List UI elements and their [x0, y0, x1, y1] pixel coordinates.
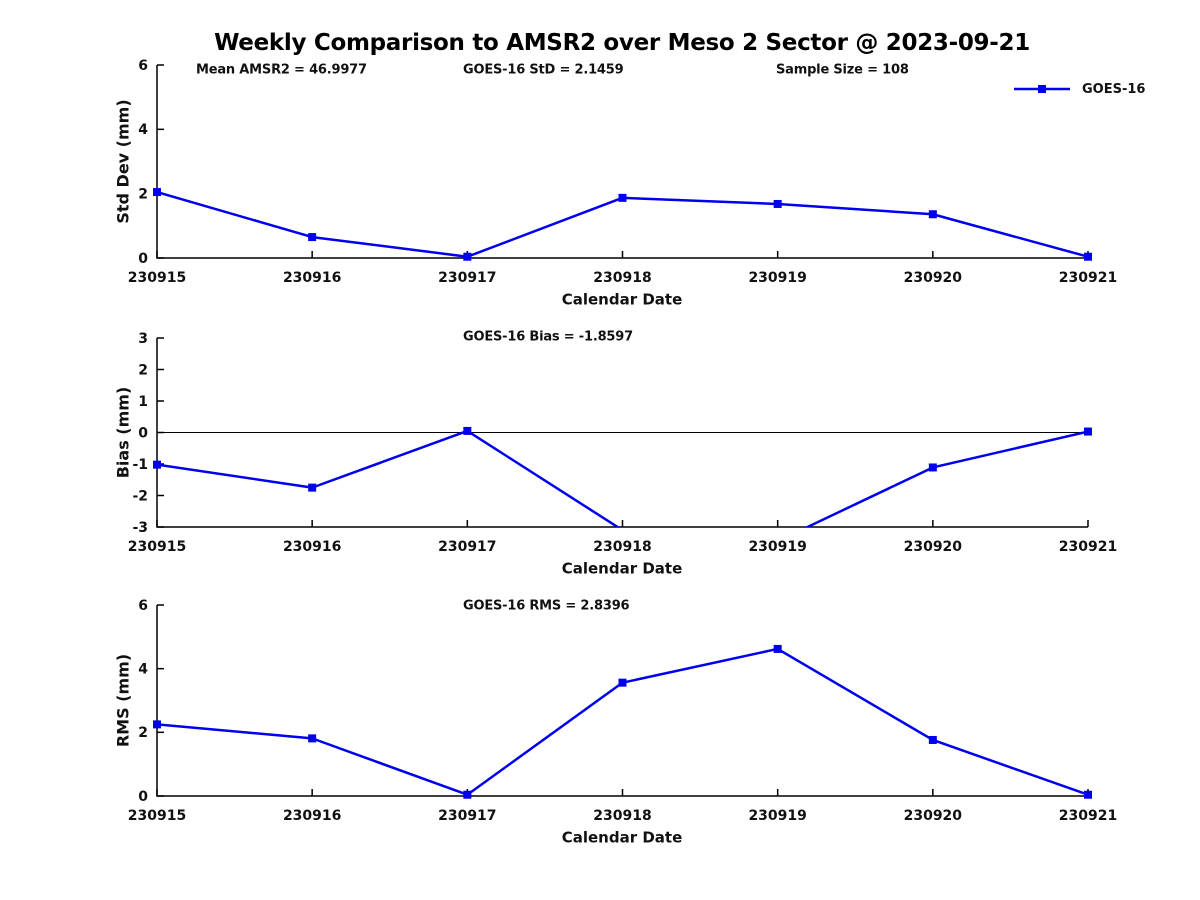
panel-annotation: GOES-16 Bias = -1.8597 — [463, 330, 633, 345]
y-tick-label: 4 — [138, 662, 148, 678]
y-tick-label: -2 — [132, 488, 148, 504]
x-axis-label: Calendar Date — [562, 559, 683, 577]
x-tick-label: 230915 — [128, 808, 186, 824]
x-tick-label: 230920 — [904, 539, 963, 555]
legend: GOES-16 — [1012, 80, 1145, 98]
x-tick-label: 230916 — [283, 539, 341, 555]
data-point-marker — [308, 734, 317, 743]
y-tick-label: 3 — [138, 331, 148, 347]
x-tick-label: 230918 — [593, 539, 651, 555]
subplot-std-dev: 0 2 4 6 230915 230916 230917 230918 230919 230920… — [114, 58, 1118, 308]
x-tick-label: 230916 — [283, 808, 341, 824]
subplot-rms: 0 2 4 6 230915 230916 230917 230918 230919 230920… — [114, 598, 1118, 846]
x-tick-label: 230918 — [593, 270, 651, 286]
panel-annotation: GOES-16 StD = 2.1459 — [463, 63, 624, 78]
x-tick-label: 230917 — [438, 539, 496, 555]
y-tick-label: 6 — [138, 58, 148, 74]
y-tick-label: 4 — [138, 122, 148, 138]
legend-label: GOES-16 — [1082, 81, 1146, 97]
x-tick-label: 230919 — [748, 270, 806, 286]
y-axis-label: RMS (mm) — [114, 654, 133, 747]
y-tick-label: 6 — [138, 598, 148, 614]
panel-annotation: GOES-16 RMS = 2.8396 — [463, 599, 630, 614]
y-axis-label: Std Dev (mm) — [114, 99, 133, 223]
data-point-marker — [1084, 790, 1092, 799]
data-point-marker — [463, 426, 472, 435]
axes-frame — [156, 605, 1088, 797]
data-point-marker — [1084, 427, 1092, 436]
panel-annotation: Sample Size = 108 — [776, 63, 909, 78]
x-tick-label: 230917 — [438, 808, 496, 824]
data-point-marker — [618, 193, 627, 202]
y-tick-label: 0 — [138, 425, 148, 441]
y-tick-label: 2 — [138, 725, 148, 741]
axes-frame — [156, 65, 1088, 259]
subplot-bias: -3 -2 -1 0 1 2 3 230915 230916 230917 230918 230919… — [114, 330, 1118, 578]
data-point-marker — [928, 463, 937, 472]
x-tick-label: 230916 — [283, 270, 341, 286]
legend-series-marker — [1038, 85, 1046, 93]
data-point-marker — [463, 252, 472, 261]
data-point-marker — [928, 210, 937, 219]
x-axis-label: Calendar Date — [562, 290, 683, 308]
x-axis-label: Calendar Date — [562, 828, 683, 846]
x-tick-label: 230917 — [438, 270, 496, 286]
data-point-marker — [308, 483, 317, 492]
y-tick-label: 0 — [138, 251, 148, 267]
data-point-marker — [308, 233, 317, 242]
x-tick-label: 230915 — [128, 270, 186, 286]
figure-title: Weekly Comparison to AMSR2 over Meso 2 S… — [214, 30, 1030, 56]
data-point-marker — [618, 678, 627, 687]
data-point-marker — [463, 790, 472, 799]
x-tick-label: 230920 — [904, 808, 963, 824]
y-tick-label: -1 — [132, 457, 148, 473]
data-point-marker — [153, 188, 161, 197]
x-tick-label: 230915 — [128, 539, 186, 555]
data-point-marker — [773, 199, 782, 208]
panel-annotation: Mean AMSR2 = 46.9977 — [196, 63, 367, 78]
x-tick-label: 230921 — [1059, 808, 1117, 824]
y-tick-label: -3 — [132, 520, 148, 536]
x-tick-label: 230921 — [1059, 539, 1117, 555]
y-tick-label: 2 — [138, 362, 148, 378]
data-point-marker — [773, 644, 782, 653]
data-point-marker — [153, 460, 161, 469]
y-tick-label: 2 — [138, 187, 148, 203]
x-tick-label: 230921 — [1059, 270, 1117, 286]
y-axis-label: Bias (mm) — [114, 387, 133, 479]
y-tick-label: 1 — [138, 394, 148, 410]
x-tick-label: 230918 — [593, 808, 651, 824]
y-tick-label: 0 — [138, 789, 148, 805]
data-point-marker — [153, 720, 161, 729]
x-tick-label: 230919 — [748, 539, 806, 555]
x-tick-label: 230919 — [748, 808, 806, 824]
data-line — [157, 647, 1088, 796]
data-point-marker — [1084, 252, 1092, 261]
legend-line-sample — [1014, 85, 1070, 93]
data-point-marker — [928, 735, 937, 744]
x-tick-label: 230920 — [904, 270, 963, 286]
